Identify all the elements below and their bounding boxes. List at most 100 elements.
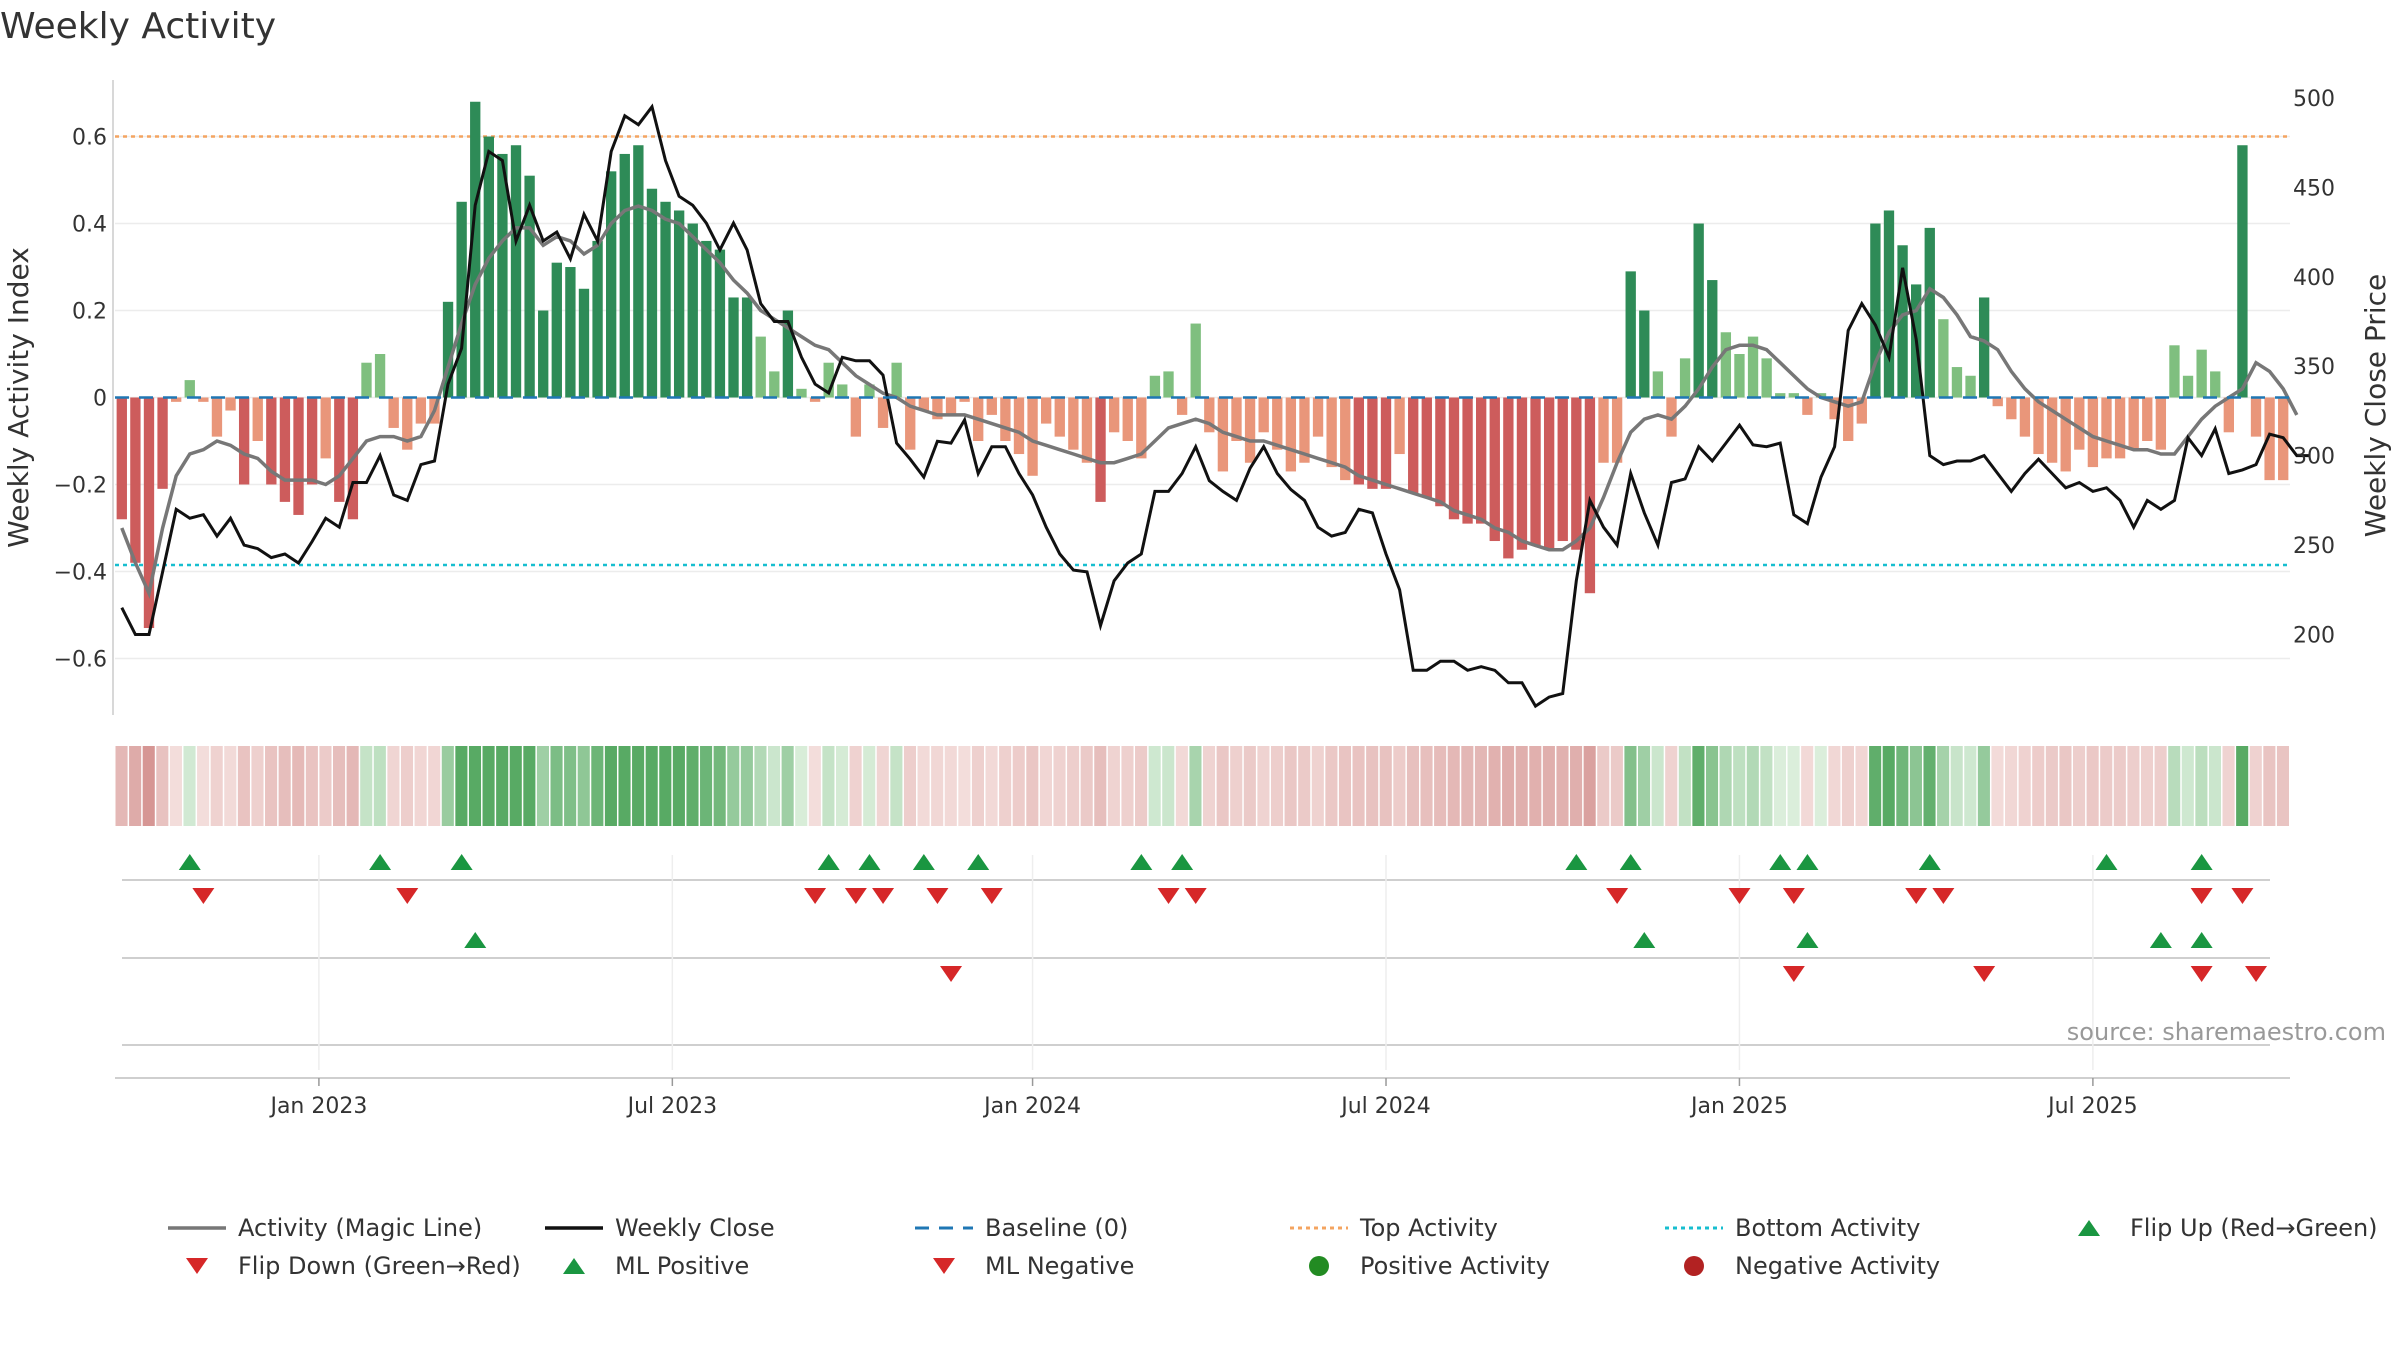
- heat-cell: [1189, 746, 1202, 826]
- heat-cell: [1814, 746, 1827, 826]
- heat-cell: [400, 746, 414, 826]
- activity-bar: [673, 210, 685, 398]
- heat-cell: [1991, 746, 2004, 826]
- heat-cell: [2005, 746, 2018, 826]
- heat-cell: [672, 746, 685, 826]
- flip-up-marker: [369, 854, 392, 870]
- activity-bar: [728, 297, 739, 398]
- legend-item: Weekly Close: [545, 1214, 775, 1242]
- heat-cell: [115, 746, 128, 826]
- magic-line: [120, 204, 2299, 599]
- heat-cell: [686, 746, 699, 826]
- heat-cell: [1529, 746, 1542, 826]
- activity-bar: [1204, 397, 1215, 433]
- heat-cell: [604, 746, 617, 826]
- activity-bar: [306, 397, 318, 485]
- activity-bar: [1340, 397, 1351, 481]
- legend-swatch: [1309, 1256, 1329, 1276]
- heat-cell: [2181, 746, 2194, 826]
- activity-bar: [279, 397, 291, 502]
- heat-cell: [1583, 746, 1596, 826]
- activity-bar: [1081, 397, 1093, 463]
- activity-bar: [1897, 245, 1908, 398]
- activity-bar: [1122, 397, 1133, 441]
- heat-cell: [183, 746, 196, 826]
- heat-cell: [1977, 746, 1990, 826]
- heat-cell: [863, 746, 876, 826]
- legend-item: Negative Activity: [1684, 1252, 1940, 1280]
- heat-cell: [1773, 746, 1787, 826]
- y2-tick-label: 200: [2293, 624, 2335, 649]
- activity-bar: [932, 397, 943, 420]
- heat-cell: [835, 746, 849, 826]
- heat-cell: [1434, 746, 1447, 826]
- x-tick-label: Jan 2024: [982, 1094, 1081, 1119]
- activity-bar: [1843, 397, 1854, 441]
- heat-cell: [1026, 746, 1039, 826]
- activity-bar: [402, 397, 413, 450]
- activity-bar: [456, 201, 467, 398]
- legend-label: Baseline (0): [985, 1214, 1128, 1242]
- heat-cell: [1107, 746, 1120, 826]
- activity-bar: [2169, 345, 2180, 398]
- heat-cell: [1488, 746, 1501, 826]
- legend-label: Flip Up (Red→Green): [2130, 1214, 2378, 1242]
- signal-panels: [122, 854, 2270, 1070]
- activity-bar: [1815, 393, 1827, 398]
- heat-cell: [1964, 746, 1977, 826]
- flip-down-marker: [926, 888, 949, 904]
- activity-bar: [320, 397, 331, 459]
- activity-bar: [334, 397, 345, 502]
- heat-cell: [1801, 746, 1814, 826]
- heat-cell: [1923, 746, 1936, 826]
- activity-bar: [1095, 397, 1106, 502]
- activity-bar: [1326, 397, 1337, 468]
- heat-cell: [129, 746, 142, 826]
- legend-item: Flip Up (Red→Green): [2078, 1214, 2378, 1242]
- legend-label: ML Negative: [985, 1252, 1134, 1280]
- activity-bar: [1435, 397, 1446, 507]
- activity-bar: [1951, 367, 1963, 398]
- activity-bar: [483, 136, 494, 398]
- heat-cell: [1175, 746, 1188, 826]
- activity-bar: [238, 397, 250, 485]
- heat-cell: [2100, 746, 2113, 826]
- legend-label: Flip Down (Green→Red): [238, 1252, 521, 1280]
- heat-cell: [1366, 746, 1379, 826]
- activity-bar: [2046, 397, 2058, 463]
- heat-cell: [1352, 746, 1365, 826]
- flip-down-marker: [1932, 888, 1955, 904]
- flip-up-marker: [912, 854, 935, 870]
- heat-cell: [305, 746, 318, 826]
- activity-bar: [1543, 397, 1555, 550]
- activity-bar: [565, 267, 576, 398]
- activity-bar: [905, 397, 916, 450]
- activity-bar: [1557, 397, 1568, 542]
- heat-cell: [985, 746, 998, 826]
- heat-cell: [1502, 746, 1515, 826]
- heat-cell: [1828, 746, 1841, 826]
- flip-up-marker: [1918, 854, 1941, 870]
- activity-bar: [1978, 297, 1990, 398]
- heat-cell: [1379, 746, 1392, 826]
- ml-negative-marker: [1782, 966, 1805, 982]
- flip-up-marker: [2095, 854, 2118, 870]
- activity-bar: [945, 397, 957, 415]
- activity-bar: [1272, 397, 1283, 450]
- heat-cell: [1243, 746, 1256, 826]
- heat-cell: [2018, 746, 2031, 826]
- activity-bar: [1639, 310, 1650, 398]
- activity-bar: [578, 288, 590, 398]
- activity-bar: [1625, 271, 1636, 398]
- activity-bar: [2182, 375, 2194, 398]
- heat-cell: [754, 746, 767, 826]
- activity-bar: [2019, 397, 2031, 437]
- activity-bar: [1421, 397, 1432, 498]
- ml-negative-marker: [2190, 966, 2213, 982]
- heat-cell: [333, 746, 346, 826]
- heat-cell: [1298, 746, 1311, 826]
- heat-cell: [1610, 746, 1623, 826]
- heat-cell: [197, 746, 210, 826]
- activity-bar: [1231, 397, 1242, 441]
- flip-down-marker: [872, 888, 895, 904]
